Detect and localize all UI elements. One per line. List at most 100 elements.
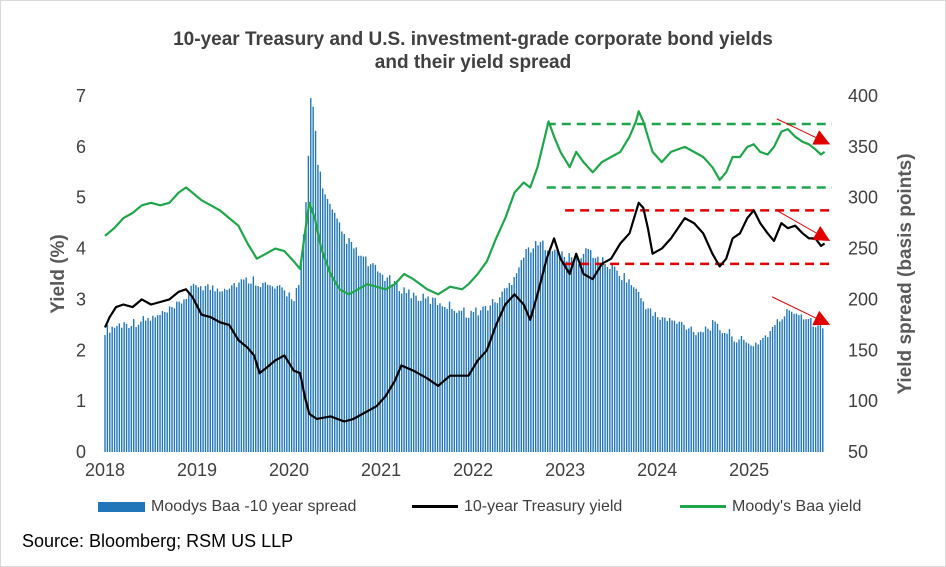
legend-swatch-baa (680, 505, 726, 509)
spread-bar (563, 256, 566, 452)
spread-bar (790, 311, 793, 452)
spread-bar (412, 292, 415, 452)
spread-bar (518, 267, 520, 452)
x-tick-label: 2023 (545, 460, 585, 480)
spread-bar (374, 264, 377, 452)
spread-bar (276, 285, 278, 452)
spread-bar (436, 304, 439, 452)
spread-bar (558, 254, 561, 452)
spread-bar (640, 298, 642, 452)
spread-bar (369, 264, 372, 452)
spread-bar (324, 194, 326, 453)
legend-label-spread: Moodys Baa -10 year spread (151, 498, 357, 515)
spread-bar (331, 209, 333, 452)
legend: Moodys Baa -10 year spread 10-year Treas… (0, 496, 946, 520)
spread-bar (118, 323, 121, 452)
spread-bar (250, 283, 252, 452)
spread-bar (135, 327, 137, 452)
spread-bar (350, 241, 353, 452)
spread-bar (508, 283, 511, 452)
spread-bar (338, 222, 341, 452)
spread-bar (415, 295, 417, 452)
spread-bar (645, 309, 647, 452)
x-tick-label: 2019 (177, 460, 217, 480)
trend-arrow-shaft (776, 209, 817, 234)
spread-bar (302, 234, 305, 452)
spread-bar (771, 326, 774, 452)
spread-bar (654, 312, 657, 452)
spread-bar (140, 321, 142, 452)
spread-bar (317, 164, 319, 452)
spread-bar (769, 331, 771, 452)
spread-bar (286, 296, 288, 452)
y-right-tick-label: 350 (848, 137, 878, 157)
spread-bar (207, 284, 209, 452)
spread-bar (465, 317, 467, 452)
spread-bar (417, 300, 420, 452)
spread-bar (255, 285, 257, 452)
y-left-tick-label: 7 (76, 86, 86, 106)
y-left-tick-label: 3 (76, 289, 86, 309)
spread-bar (767, 337, 769, 452)
trend-arrow-head (812, 226, 831, 241)
spread-bar (475, 307, 477, 452)
spread-bar (728, 329, 731, 452)
spread-bar (616, 270, 618, 452)
spread-bar (288, 292, 290, 452)
spread-bar (424, 298, 427, 452)
y-left-tick-label: 5 (76, 188, 86, 208)
spread-bar (525, 248, 527, 452)
spread-bar (819, 320, 822, 452)
legend-item-spread: Moodys Baa -10 year spread (98, 498, 356, 516)
spread-bar (592, 257, 594, 452)
spread-bar (587, 249, 590, 452)
spread-bar (700, 331, 702, 452)
spread-bar (240, 279, 243, 452)
spread-bar (133, 319, 135, 452)
spread-bar (668, 317, 671, 452)
spread-bar (781, 319, 783, 452)
spread-bar (544, 250, 546, 452)
spread-bar (111, 326, 113, 452)
spread-bar (515, 273, 518, 452)
spread-bar (326, 198, 329, 452)
spread-bar (604, 264, 606, 452)
spread-bar (692, 331, 695, 452)
spread-bar (202, 290, 204, 452)
legend-label-baa: Moody's Baa yield (732, 498, 862, 515)
spread-bar (439, 303, 441, 452)
spread-bar (147, 317, 149, 452)
spread-bar (238, 282, 240, 452)
spread-bars (104, 98, 824, 453)
spread-bar (188, 292, 190, 452)
spread-bar (166, 312, 168, 452)
spread-bar (178, 301, 180, 452)
y-right-tick-label: 300 (848, 188, 878, 208)
spread-bar (432, 297, 434, 452)
spread-bar (334, 212, 336, 452)
spread-bar (709, 330, 712, 452)
y-axis-right-title: Yield spread (basis points) (895, 153, 916, 394)
spread-bar (307, 155, 310, 452)
spread-bar (597, 256, 599, 452)
spread-bar (611, 264, 613, 452)
spread-bar (484, 306, 487, 452)
spread-bar (247, 283, 250, 452)
spread-bar (362, 256, 365, 452)
x-tick-label: 2021 (361, 460, 401, 480)
spread-bar (290, 299, 293, 452)
spread-bar (434, 297, 436, 452)
spread-bar (106, 324, 109, 452)
spread-bar (348, 238, 350, 452)
spread-bar (688, 328, 690, 452)
spread-bar (477, 315, 479, 452)
spread-bar (738, 339, 740, 452)
spread-bar (714, 321, 716, 452)
spread-bar (573, 261, 575, 452)
spread-bar (156, 315, 159, 452)
spread-bar (360, 255, 362, 452)
spread-bar (429, 303, 432, 452)
spread-bar (190, 285, 192, 452)
spread-bar (733, 341, 735, 452)
